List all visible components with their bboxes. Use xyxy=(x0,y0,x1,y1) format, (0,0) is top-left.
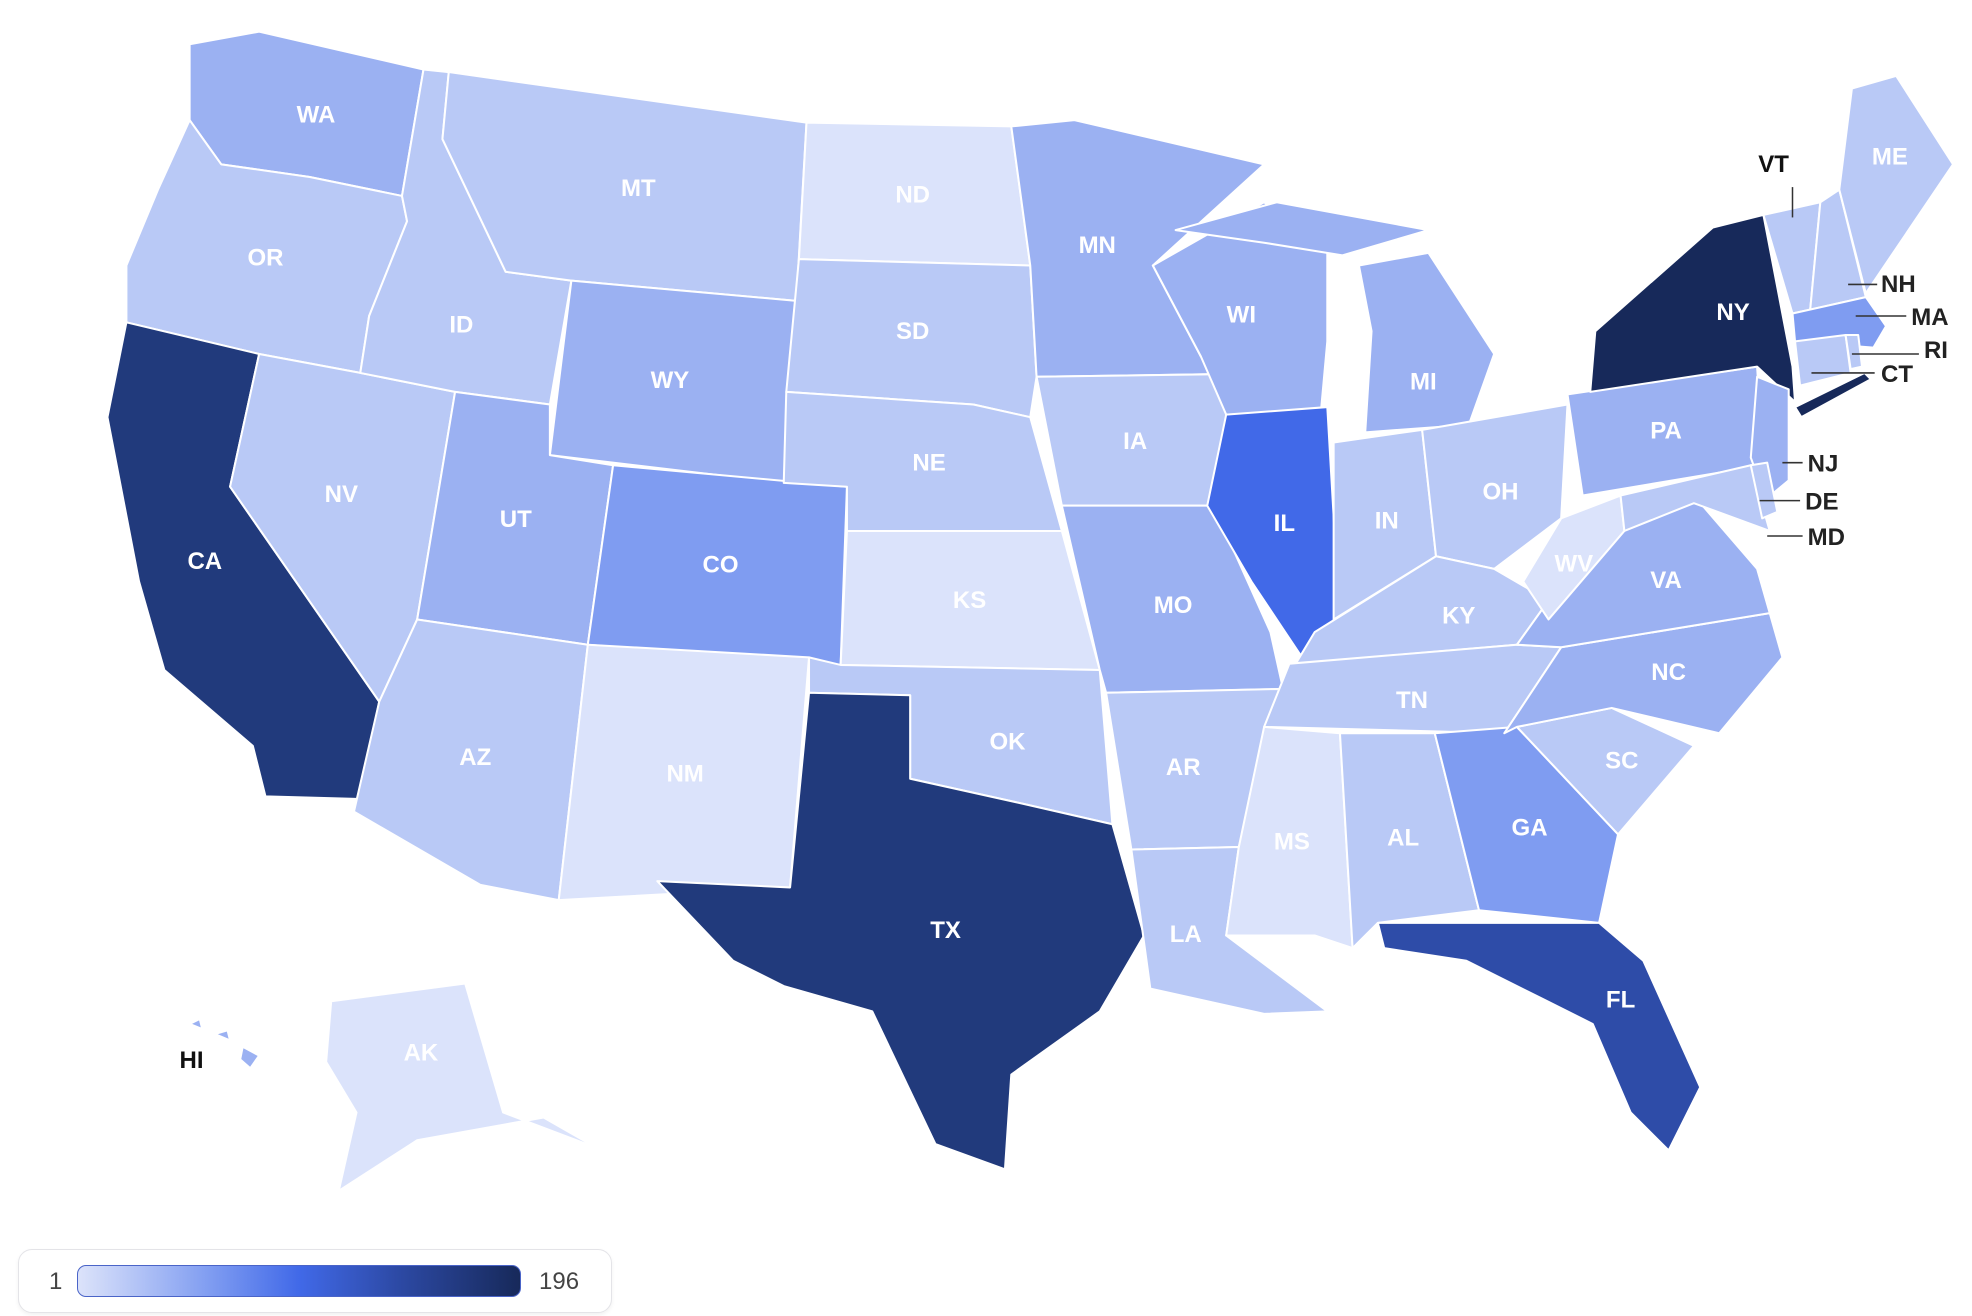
state-label-sc: SC xyxy=(1605,748,1638,775)
state-ny[interactable] xyxy=(1589,213,1872,419)
state-label-nc: NC xyxy=(1651,659,1686,686)
state-shape[interactable] xyxy=(1433,725,1620,924)
state-label-tx: TX xyxy=(930,917,961,944)
state-label-ma: MA xyxy=(1911,304,1948,331)
state-label-ga: GA xyxy=(1512,815,1548,842)
state-label-il: IL xyxy=(1274,510,1295,537)
state-label-wy: WY xyxy=(651,367,690,394)
state-ct[interactable] xyxy=(1794,333,1852,387)
state-shape[interactable] xyxy=(1791,296,1888,349)
state-shape[interactable] xyxy=(325,982,598,1192)
state-label-ri: RI xyxy=(1924,337,1948,364)
state-al[interactable] xyxy=(1338,732,1481,950)
color-scale-legend: 1 196 xyxy=(18,1249,612,1313)
state-oh[interactable] xyxy=(1421,403,1569,570)
state-label-or: OR xyxy=(247,244,283,271)
state-label-in: IN xyxy=(1375,507,1399,534)
state-shape[interactable] xyxy=(1794,371,1872,419)
state-shape[interactable] xyxy=(239,1045,261,1070)
state-shape[interactable] xyxy=(1589,213,1797,404)
state-ak[interactable] xyxy=(325,982,598,1192)
state-shape[interactable] xyxy=(1421,403,1569,570)
state-label-nh: NH xyxy=(1881,271,1916,298)
state-de[interactable] xyxy=(1749,461,1779,520)
state-label-ca: CA xyxy=(187,548,222,575)
state-label-wi: WI xyxy=(1227,301,1256,328)
state-shape[interactable] xyxy=(1376,921,1702,1152)
state-label-oh: OH xyxy=(1482,478,1518,505)
state-label-nd: ND xyxy=(895,181,930,208)
state-shape[interactable] xyxy=(1838,74,1955,295)
state-label-nv: NV xyxy=(325,481,358,508)
state-shape[interactable] xyxy=(656,691,1146,1171)
state-label-ny: NY xyxy=(1716,299,1749,326)
state-hi[interactable] xyxy=(188,1017,261,1070)
state-md[interactable] xyxy=(1619,464,1771,532)
state-shape[interactable] xyxy=(1174,201,1430,257)
state-ri[interactable] xyxy=(1844,333,1864,371)
state-ga[interactable] xyxy=(1433,725,1620,924)
state-label-mi: MI xyxy=(1410,368,1437,395)
legend-gradient-bar xyxy=(77,1265,521,1297)
state-shape[interactable] xyxy=(1357,251,1496,434)
state-shape[interactable] xyxy=(1844,333,1864,371)
state-shape[interactable] xyxy=(1619,464,1771,532)
state-label-pa: PA xyxy=(1650,418,1682,445)
state-shape[interactable] xyxy=(1749,461,1779,520)
state-label-hi: HI xyxy=(180,1047,204,1074)
state-label-la: LA xyxy=(1170,921,1202,948)
state-label-ak: AK xyxy=(404,1040,439,1067)
state-label-ky: KY xyxy=(1442,602,1475,629)
state-label-fl: FL xyxy=(1606,987,1635,1014)
state-label-nm: NM xyxy=(666,760,703,787)
state-label-al: AL xyxy=(1387,825,1419,852)
state-label-ct: CT xyxy=(1881,361,1913,388)
state-tx[interactable] xyxy=(656,691,1146,1171)
state-me[interactable] xyxy=(1838,74,1955,295)
state-label-ok: OK xyxy=(989,729,1026,756)
state-ma[interactable] xyxy=(1791,296,1888,349)
state-shape[interactable] xyxy=(1338,732,1481,950)
state-label-sd: SD xyxy=(896,318,929,345)
state-label-vt: VT xyxy=(1758,151,1789,178)
state-label-ia: IA xyxy=(1123,428,1147,455)
state-label-wa: WA xyxy=(297,102,336,129)
state-label-ar: AR xyxy=(1166,754,1201,781)
state-shape[interactable] xyxy=(188,1017,204,1031)
legend-max: 196 xyxy=(539,1268,580,1295)
state-label-mn: MN xyxy=(1079,232,1116,259)
state-label-va: VA xyxy=(1650,567,1682,594)
legend-min: 1 xyxy=(49,1268,63,1295)
state-label-nj: NJ xyxy=(1808,451,1839,478)
state-label-de: DE xyxy=(1805,488,1838,515)
state-label-ks: KS xyxy=(953,587,986,614)
state-label-me: ME xyxy=(1872,143,1908,170)
state-label-id: ID xyxy=(449,311,473,338)
state-shape[interactable] xyxy=(1794,333,1852,387)
state-shape[interactable] xyxy=(213,1029,232,1042)
state-fl[interactable] xyxy=(1376,921,1702,1152)
state-label-az: AZ xyxy=(459,744,491,771)
state-label-mo: MO xyxy=(1154,592,1193,619)
state-label-co: CO xyxy=(703,552,739,579)
state-mi[interactable] xyxy=(1174,201,1496,434)
state-label-tn: TN xyxy=(1396,687,1428,714)
state-label-md: MD xyxy=(1808,524,1845,551)
state-label-ne: NE xyxy=(912,449,945,476)
state-label-mt: MT xyxy=(621,175,656,202)
state-label-ut: UT xyxy=(500,506,532,533)
state-label-ms: MS xyxy=(1274,829,1310,856)
state-label-wv: WV xyxy=(1554,550,1593,577)
